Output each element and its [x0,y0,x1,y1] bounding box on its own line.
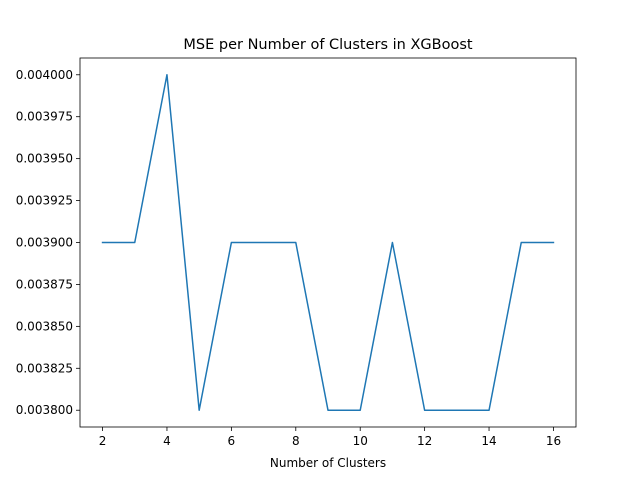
y-tick-label: 0.003900 [16,236,73,250]
x-tick-label: 10 [353,434,368,448]
chart-title: MSE per Number of Clusters in XGBoost [183,37,472,53]
x-tick-label: 14 [481,434,496,448]
x-tick-label: 6 [228,434,236,448]
y-tick-label: 0.004000 [16,68,73,82]
y-tick-label: 0.003975 [16,110,73,124]
x-tick-label: 2 [99,434,107,448]
y-tick-label: 0.003800 [16,403,73,417]
x-tick-label: 16 [546,434,561,448]
axes-frame [79,57,577,428]
x-tick-label: 8 [292,434,300,448]
y-tick-label: 0.003950 [16,152,73,166]
x-tick-label: 4 [163,434,171,448]
plot-area: 0.003800 0.003825 0.003850 0.003875 0.003900… [16,57,577,448]
y-tick-label: 0.003825 [16,361,73,375]
y-tick-label: 0.003850 [16,319,73,333]
x-axis-label: Number of Clusters [270,456,386,470]
y-tick-label: 0.003875 [16,277,73,291]
y-tick-label: 0.003925 [16,194,73,208]
x-tick-label: 12 [417,434,432,448]
series-line [101,74,555,411]
